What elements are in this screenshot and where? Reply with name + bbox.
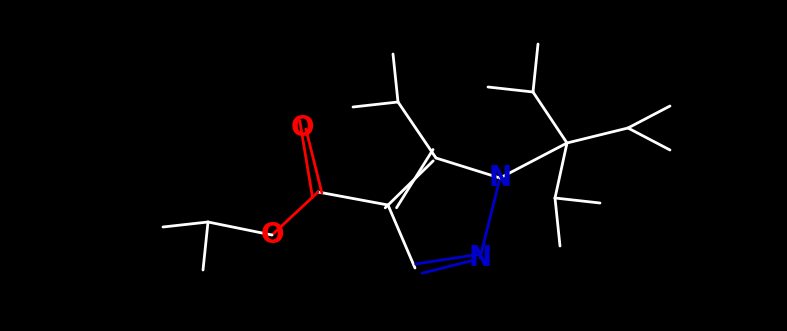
Text: N: N — [489, 164, 512, 192]
Text: O: O — [260, 221, 284, 249]
Text: N: N — [468, 244, 492, 272]
Text: O: O — [290, 114, 314, 142]
